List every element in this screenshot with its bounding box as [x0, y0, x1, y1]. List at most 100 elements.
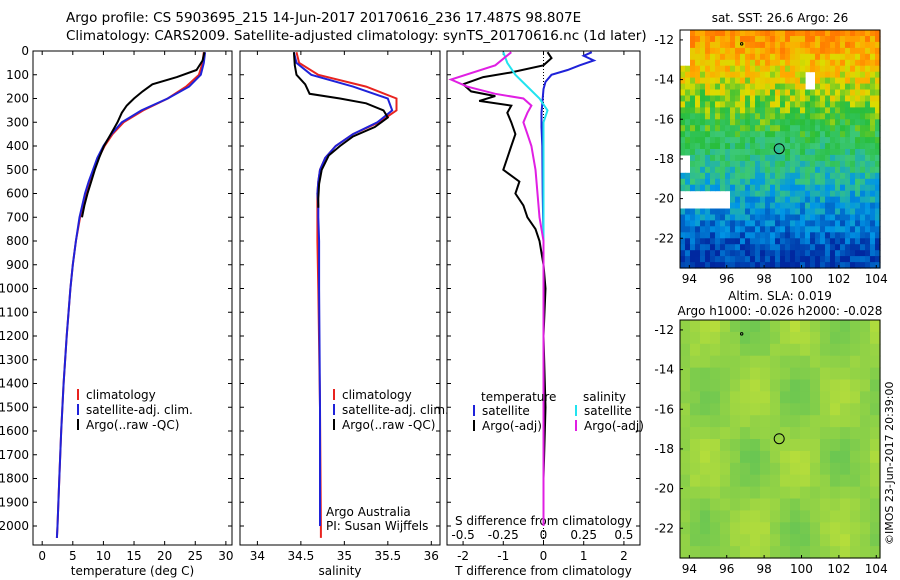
map-cell	[780, 53, 786, 61]
map-cell	[820, 232, 826, 239]
map-cell	[770, 89, 776, 96]
map-cell	[810, 522, 821, 535]
map-cell	[825, 202, 831, 210]
map-cell	[820, 226, 826, 233]
map-cell	[760, 125, 766, 132]
map-cell	[715, 184, 721, 192]
map-cell	[735, 232, 741, 239]
map-cell	[875, 160, 881, 168]
map-cell	[810, 41, 816, 49]
map-cell	[725, 178, 731, 186]
map-cell	[715, 226, 721, 233]
map-cell	[850, 534, 861, 547]
map-cell	[700, 95, 706, 102]
map-cell	[815, 95, 821, 102]
map-cell	[690, 474, 701, 488]
map-cell	[755, 125, 761, 132]
map-cell	[845, 232, 851, 239]
map-cell	[860, 355, 871, 369]
map-cell	[775, 220, 781, 227]
map-cell	[870, 47, 876, 55]
map-cell	[790, 154, 796, 162]
map-cell	[860, 450, 871, 464]
map-cell	[780, 486, 791, 500]
map-cell	[830, 95, 836, 102]
map-cell	[690, 47, 696, 55]
map-cell	[775, 208, 781, 215]
map-cell	[800, 166, 806, 174]
map-cell	[735, 131, 741, 138]
map-cell	[840, 462, 851, 476]
map-cell	[810, 462, 821, 476]
map-cell	[780, 47, 786, 55]
map-cell	[700, 53, 706, 61]
map-cell	[735, 77, 741, 85]
map-cell	[820, 250, 826, 257]
map-cell	[850, 450, 861, 464]
map-cell	[710, 149, 716, 156]
map-cell	[790, 101, 796, 108]
map-cell	[860, 331, 871, 345]
map-cell	[855, 65, 861, 73]
map-cell	[800, 439, 811, 452]
map-cell	[835, 125, 841, 132]
map-cell	[805, 238, 811, 245]
map-cell	[820, 415, 831, 428]
map-cell	[740, 154, 746, 162]
map-cell	[810, 367, 821, 381]
map-cell	[840, 119, 846, 126]
map-cell	[680, 256, 686, 263]
map-cell	[685, 220, 691, 227]
map-cell	[820, 89, 826, 96]
map-cell	[755, 196, 761, 204]
map-cell	[690, 262, 696, 269]
map-cell	[680, 172, 686, 180]
map-cell	[845, 65, 851, 73]
map-cell	[840, 47, 846, 55]
map-cell	[810, 59, 816, 67]
map-cell	[795, 178, 801, 186]
map-cell	[845, 101, 851, 108]
map-cell	[860, 220, 866, 227]
map-cell	[690, 154, 696, 162]
map-cell	[875, 113, 881, 120]
map-cell	[830, 41, 836, 49]
map-cell	[860, 149, 866, 156]
map-cell	[705, 77, 711, 85]
map-cell	[800, 30, 806, 37]
map-cell	[830, 220, 836, 227]
map-cell	[840, 95, 846, 102]
map-cell	[700, 30, 706, 37]
map-cell	[680, 367, 691, 381]
map-cell	[810, 343, 821, 357]
map-cell	[800, 208, 806, 215]
map-cell	[865, 190, 871, 198]
map-cell	[840, 131, 846, 138]
map-cell	[870, 331, 881, 345]
map-cell	[695, 47, 701, 55]
map-cell	[830, 427, 841, 440]
s-diff-tick-label: 0	[540, 528, 548, 542]
map-cell	[700, 244, 706, 251]
map-cell	[840, 379, 851, 392]
map-cell	[690, 403, 701, 416]
map-cell	[795, 101, 801, 108]
map-cell	[815, 125, 821, 132]
map-cell	[800, 131, 806, 138]
map-cell	[855, 36, 861, 43]
map-cell	[790, 196, 796, 204]
map-cell	[825, 41, 831, 49]
map-cell	[850, 172, 856, 180]
map-cell	[735, 154, 741, 162]
map-cell	[740, 256, 746, 263]
map-cell	[845, 208, 851, 215]
map-cell	[690, 172, 696, 180]
map-cell	[850, 160, 856, 168]
map-cell	[795, 196, 801, 204]
map-cell	[815, 208, 821, 215]
map-cell	[710, 125, 716, 132]
map-cell	[730, 208, 736, 215]
map-cell	[765, 166, 771, 174]
map-cell	[785, 202, 791, 210]
map-cell	[690, 131, 696, 138]
